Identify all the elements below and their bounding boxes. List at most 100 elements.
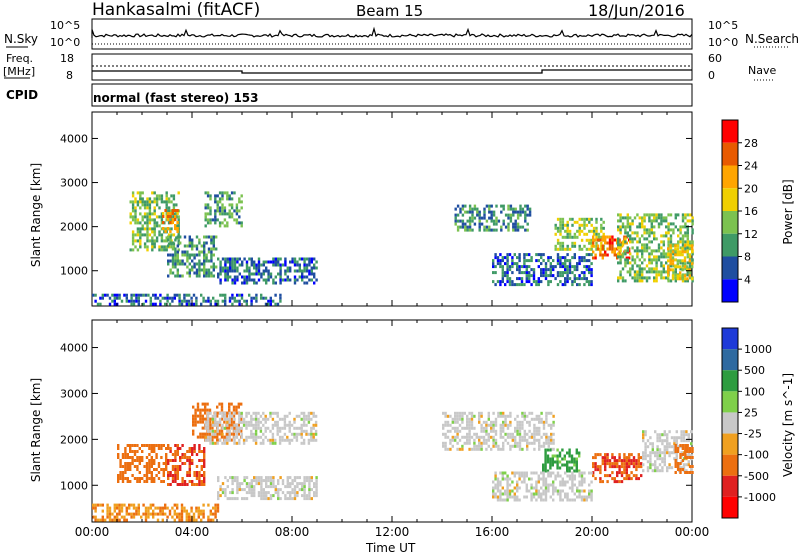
data-cell xyxy=(265,269,268,273)
data-cell xyxy=(221,257,225,261)
data-cell xyxy=(580,474,584,478)
data-cell xyxy=(169,241,172,245)
data-cell xyxy=(568,229,572,233)
data-cell xyxy=(620,465,624,469)
data-cell xyxy=(142,302,145,306)
data-cell xyxy=(674,447,677,450)
data-cell xyxy=(117,453,120,456)
data-cell xyxy=(315,266,318,270)
data-cell xyxy=(594,253,597,257)
velocity-colorbar-tick-label: 100 xyxy=(744,385,765,398)
data-cell xyxy=(502,414,505,418)
data-cell xyxy=(686,243,689,247)
data-cell xyxy=(216,506,220,510)
data-cell xyxy=(209,206,212,210)
data-cell xyxy=(233,257,237,261)
data-cell xyxy=(211,218,215,222)
data-cell xyxy=(169,447,172,450)
data-cell xyxy=(174,474,177,477)
data-cell xyxy=(600,235,603,239)
data-cell xyxy=(564,265,567,269)
data-cell xyxy=(203,474,206,477)
data-cell xyxy=(551,454,554,458)
data-cell xyxy=(518,277,521,281)
data-cell xyxy=(520,271,524,275)
data-cell xyxy=(655,270,658,274)
data-cell xyxy=(237,405,240,409)
data-cell xyxy=(301,257,304,261)
data-cell xyxy=(307,414,311,418)
data-cell xyxy=(520,283,524,287)
data-cell xyxy=(162,221,165,224)
data-cell xyxy=(260,263,263,267)
data-cell xyxy=(611,244,614,248)
data-cell xyxy=(646,466,650,470)
data-cell xyxy=(573,477,576,481)
data-cell xyxy=(635,468,638,472)
data-cell xyxy=(228,194,231,198)
data-cell xyxy=(254,435,258,439)
data-cell xyxy=(580,480,584,484)
data-cell xyxy=(590,489,593,493)
data-cell xyxy=(235,221,239,225)
data-cell xyxy=(298,432,301,436)
data-cell xyxy=(604,238,607,242)
data-cell xyxy=(575,463,578,467)
data-cell xyxy=(310,497,313,501)
data-cell xyxy=(174,468,177,471)
data-cell xyxy=(672,222,675,226)
data-cell xyxy=(564,256,567,260)
data-cell xyxy=(588,271,591,275)
data-cell xyxy=(176,506,179,510)
data-cell xyxy=(228,435,231,439)
data-cell xyxy=(558,466,562,470)
data-cell xyxy=(111,293,114,297)
data-cell xyxy=(546,469,550,473)
data-cell xyxy=(286,269,289,273)
data-cell xyxy=(649,460,652,464)
data-cell xyxy=(506,414,510,418)
data-cell xyxy=(124,450,127,453)
data-cell xyxy=(198,274,201,278)
data-cell xyxy=(180,518,184,522)
data-cell xyxy=(494,265,497,269)
data-cell xyxy=(143,444,146,447)
data-cell xyxy=(178,515,181,519)
data-cell xyxy=(568,498,572,502)
data-cell xyxy=(180,509,184,513)
data-cell xyxy=(490,228,493,232)
data-cell xyxy=(204,432,207,436)
data-cell xyxy=(650,222,653,226)
data-cell xyxy=(592,232,596,236)
data-cell xyxy=(210,274,213,278)
data-cell xyxy=(171,296,174,300)
data-cell xyxy=(573,457,576,461)
data-cell xyxy=(578,226,581,230)
data-cell xyxy=(171,241,175,245)
data-cell xyxy=(458,438,462,442)
data-cell xyxy=(142,512,145,516)
data-cell xyxy=(512,207,515,211)
data-cell xyxy=(236,299,239,303)
data-cell xyxy=(131,233,135,237)
data-cell xyxy=(620,471,624,475)
data-cell xyxy=(672,252,675,256)
data-cell xyxy=(592,241,595,245)
data-cell xyxy=(254,429,258,433)
data-cell xyxy=(167,474,170,477)
data-cell xyxy=(542,432,546,436)
data-cell xyxy=(257,494,261,498)
data-cell xyxy=(136,218,140,222)
data-cell xyxy=(259,435,263,439)
data-cell xyxy=(449,441,452,445)
data-cell xyxy=(666,469,669,473)
data-cell xyxy=(444,423,447,427)
data-cell xyxy=(176,209,179,212)
data-cell xyxy=(578,277,581,281)
data-cell xyxy=(116,293,119,297)
data-cell xyxy=(456,426,459,430)
data-cell xyxy=(518,438,522,442)
data-cell xyxy=(200,509,203,513)
data-cell xyxy=(494,474,497,478)
data-cell xyxy=(137,503,140,507)
